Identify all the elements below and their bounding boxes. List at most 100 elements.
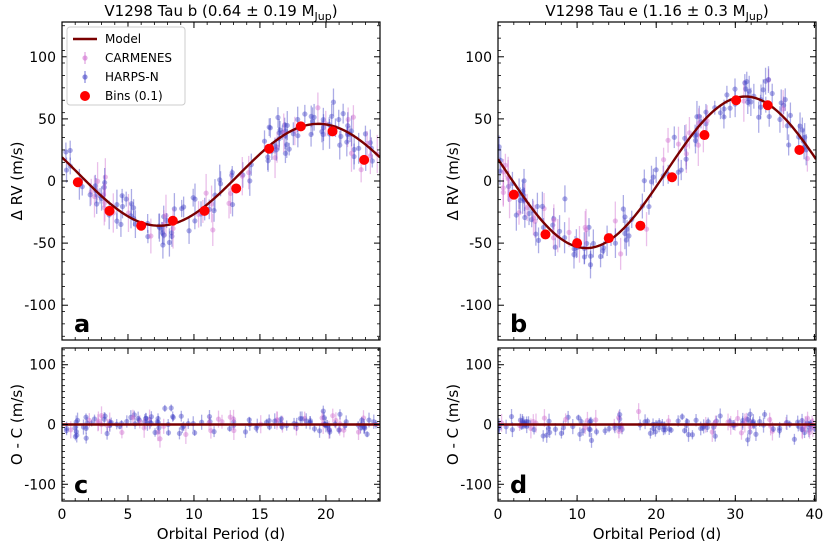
harps-point xyxy=(757,104,764,110)
carmenes-point xyxy=(550,235,557,241)
harps-point xyxy=(766,113,772,120)
carmenes-point xyxy=(516,210,522,216)
harps-point xyxy=(156,425,162,431)
carmenes-point xyxy=(741,98,747,104)
harps-point xyxy=(83,414,89,420)
harps-point xyxy=(178,413,184,419)
harps-point xyxy=(601,245,607,251)
harps-point xyxy=(102,179,108,186)
harps-point xyxy=(498,168,503,174)
harps-point xyxy=(161,232,167,238)
bin-point xyxy=(167,215,178,226)
carmenes-point xyxy=(799,426,805,433)
x-tick-label: 0 xyxy=(494,507,503,523)
harps-point xyxy=(588,253,594,259)
carmenes-point xyxy=(68,427,74,433)
harps-point xyxy=(760,87,766,93)
harps-point xyxy=(705,419,711,425)
harps-point xyxy=(160,242,166,248)
harps-point xyxy=(770,426,776,432)
bin-point xyxy=(667,172,678,183)
carmenes-point xyxy=(500,185,506,191)
carmenes-point xyxy=(219,419,225,425)
harps-point xyxy=(748,99,754,105)
harps-point xyxy=(678,167,684,173)
y-tick-label: -50 xyxy=(469,236,492,252)
harps-point xyxy=(587,427,593,433)
carmenes-point xyxy=(315,105,321,111)
harps-point xyxy=(531,427,537,433)
carmenes-point xyxy=(636,408,642,415)
harps-point xyxy=(266,418,272,424)
harps-point xyxy=(694,132,700,138)
harps-point xyxy=(128,414,134,420)
carmenes-point xyxy=(102,174,108,180)
carmenes-point xyxy=(88,189,94,195)
harps-point xyxy=(540,433,546,439)
harps-point xyxy=(508,413,515,420)
harps-point xyxy=(550,222,556,228)
harps-point xyxy=(781,102,787,108)
harps-point xyxy=(74,417,81,423)
harps-point xyxy=(329,113,335,119)
y-tick-label: 100 xyxy=(29,50,56,66)
carmenes-point xyxy=(530,215,537,221)
harps-point xyxy=(169,233,175,239)
harps-point xyxy=(316,428,323,434)
legend-bins-swatch xyxy=(80,91,90,101)
panel-letter: a xyxy=(74,310,90,338)
harps-point xyxy=(162,405,168,412)
harps-point xyxy=(513,212,519,218)
harps-point xyxy=(114,218,120,224)
harps-point xyxy=(337,411,343,417)
harps-point xyxy=(724,92,730,98)
harps-point xyxy=(593,429,600,435)
harps-point xyxy=(509,427,516,433)
harps-point xyxy=(326,427,333,433)
harps-point xyxy=(320,125,327,131)
harps-point xyxy=(155,415,161,422)
carmenes-point xyxy=(130,415,136,421)
harps-point xyxy=(578,418,584,425)
carmenes-point xyxy=(675,141,682,147)
carmenes-point xyxy=(137,419,143,425)
harps-point xyxy=(119,193,125,199)
harps-point xyxy=(713,418,720,424)
y-tick-label: 100 xyxy=(465,50,492,66)
harps-point xyxy=(556,228,563,234)
bin-point xyxy=(635,220,646,231)
harps-point xyxy=(319,128,325,135)
carmenes-point xyxy=(661,157,667,163)
carmenes-point xyxy=(274,417,280,423)
harps-point xyxy=(327,429,333,435)
harps-point xyxy=(119,203,126,210)
harps-point xyxy=(299,416,305,422)
harps-point xyxy=(128,201,135,207)
harps-point xyxy=(498,425,502,431)
harps-point xyxy=(190,195,196,201)
bin-point xyxy=(731,95,742,106)
harps-point xyxy=(340,111,346,117)
harps-point xyxy=(94,201,100,207)
harps-point xyxy=(769,90,775,97)
harps-point xyxy=(253,425,259,431)
harps-point xyxy=(799,127,805,133)
harps-point xyxy=(712,433,718,439)
harps-point xyxy=(278,416,284,422)
harps-point xyxy=(217,181,224,187)
harps-point xyxy=(757,419,763,425)
harps-point xyxy=(782,97,788,103)
harps-point xyxy=(92,183,98,189)
harps-point xyxy=(67,147,73,154)
carmenes-point xyxy=(612,218,618,224)
harps-point xyxy=(227,426,233,432)
harps-point xyxy=(265,154,271,160)
harps-point xyxy=(356,145,362,151)
y-tick-label: -100 xyxy=(24,477,56,493)
harps-point xyxy=(650,426,656,432)
y-tick-label: 0 xyxy=(47,174,56,190)
panel-letter: b xyxy=(510,310,527,338)
harps-point xyxy=(336,427,342,433)
y-tick-label: -100 xyxy=(24,298,56,314)
